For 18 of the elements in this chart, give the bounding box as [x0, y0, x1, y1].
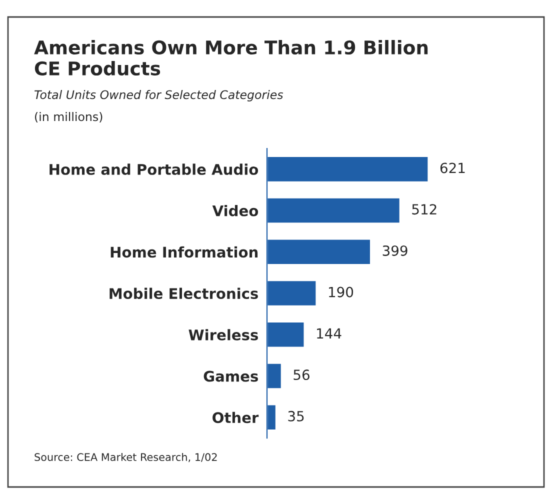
data-label: 621: [440, 162, 465, 174]
y-tick-label: Other: [212, 412, 259, 424]
data-label: 512: [412, 204, 436, 215]
y-tick-label: Home Information: [110, 246, 258, 258]
data-label: 56: [294, 370, 310, 380]
data-label: 35: [288, 410, 304, 422]
y-tick-label: Home and Portable Audio: [50, 164, 258, 175]
text: Total Units Owned for Selected Categories: [34, 90, 284, 102]
y-tick-label: Video: [212, 205, 258, 216]
data-label: 144: [317, 328, 342, 338]
data-label: 399: [382, 245, 408, 256]
y-tick-label: Wireless: [188, 329, 258, 340]
y-tick-label: Games: [204, 370, 258, 382]
data-label: 190: [329, 286, 354, 298]
text: (in millions): [35, 112, 102, 123]
source-note: Source: CEA Market Research, 1/02: [34, 452, 217, 462]
y-tick-label: Mobile Electronics: [110, 288, 258, 300]
chart-title: Americans Own More Than 1.9 Billion CE Products: [34, 40, 428, 76]
